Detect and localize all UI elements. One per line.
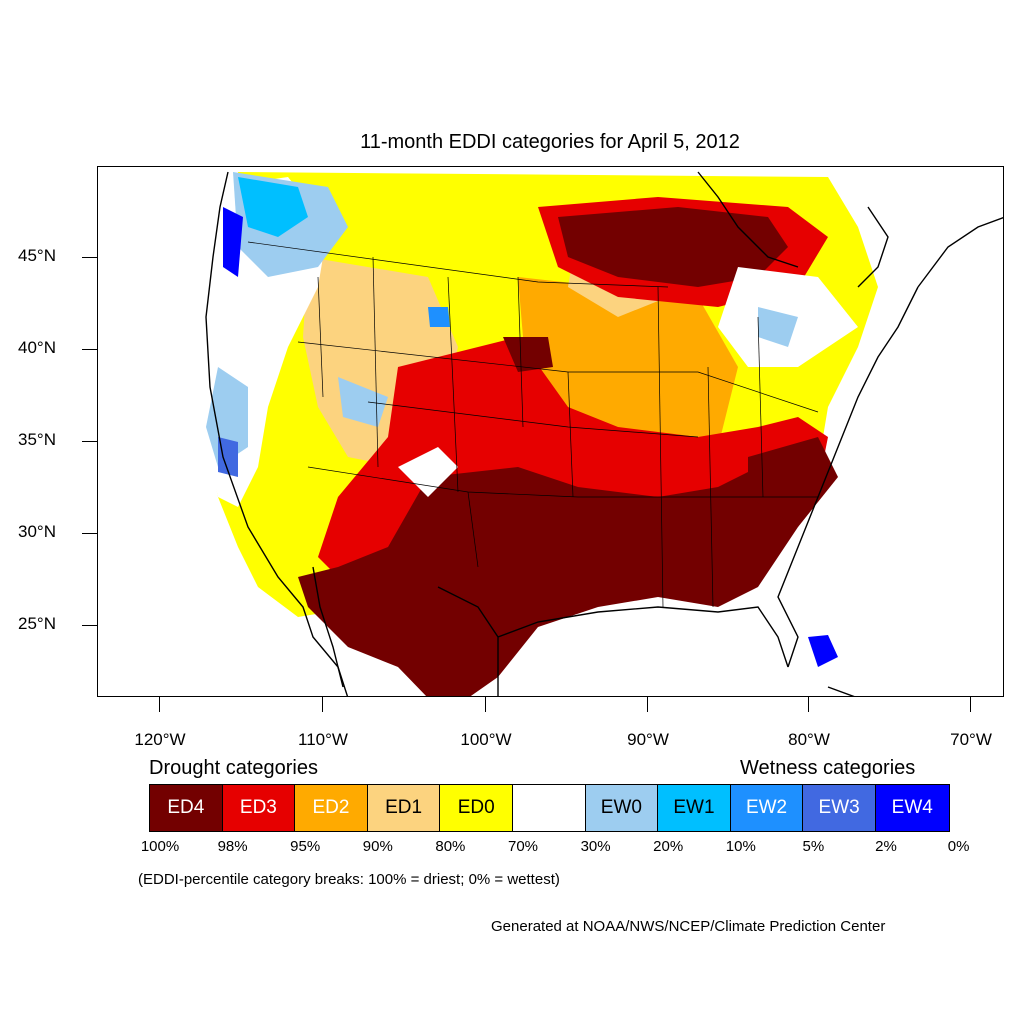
lon-label: 70°W [950, 730, 992, 749]
lon-tick [159, 697, 160, 712]
legend-box-ew4: EW4 [875, 785, 949, 831]
coastlines [205, 171, 1003, 696]
lat-tick [82, 441, 97, 442]
break-label: 0% [947, 838, 970, 855]
break-label: 70% [507, 838, 539, 855]
eddi-map [97, 166, 1004, 697]
break-label: 100% [140, 838, 180, 855]
legend-box-ew3: EW3 [803, 785, 876, 831]
legend-box-neutral [512, 785, 586, 831]
legend-box-ew1: EW1 [658, 785, 731, 831]
lon-label: 120°W [134, 730, 186, 749]
break-label: 90% [362, 838, 393, 855]
category-legend: ED4 ED3 ED2 ED1 ED0 EW0 EW1 EW2 EW3 EW4 [149, 784, 950, 832]
legend-box-ew2: EW2 [730, 785, 804, 831]
wetness-heading: Wetness categories [740, 757, 916, 779]
lon-label: 110°W [298, 730, 348, 749]
drought-fields [202, 172, 878, 696]
lon-tick [322, 697, 323, 712]
lon-tick [808, 697, 809, 712]
lat-tick [82, 349, 97, 350]
legend-box-ed1: ED1 [367, 785, 441, 831]
lon-tick [485, 697, 486, 712]
lon-label: 80°W [788, 730, 830, 749]
lon-tick [970, 697, 971, 712]
lon-label: 100°W [460, 730, 512, 749]
lon-tick [647, 697, 648, 712]
lat-tick [82, 533, 97, 534]
breaks-note: (EDDI-percentile category breaks: 100% =… [138, 871, 560, 888]
lat-label: 25°N [18, 614, 56, 633]
legend-box-ed3: ED3 [222, 785, 296, 831]
break-label: 95% [290, 838, 321, 855]
break-label: 5% [802, 838, 825, 855]
break-label: 10% [725, 838, 756, 855]
break-label: 80% [435, 838, 466, 855]
lat-label: 30°N [18, 522, 56, 541]
break-label: 2% [875, 838, 897, 855]
lon-label: 90°W [627, 730, 669, 749]
break-label: 98% [217, 838, 248, 855]
lat-label: 35°N [18, 430, 56, 449]
legend-box-ed4: ED4 [150, 785, 223, 831]
credit-text: Generated at NOAA/NWS/NCEP/Climate Predi… [491, 918, 886, 935]
legend-box-ed0: ED0 [440, 785, 513, 831]
break-label: 20% [653, 838, 684, 855]
lat-label: 40°N [18, 338, 56, 357]
lat-tick [82, 257, 97, 258]
lat-label: 45°N [18, 246, 56, 265]
lat-tick [82, 625, 97, 626]
break-label: 30% [580, 838, 611, 855]
state-borders [247, 241, 819, 608]
drought-heading: Drought categories [149, 757, 318, 779]
eddi-map-canvas [202, 171, 1003, 696]
legend-box-ed2: ED2 [295, 785, 368, 831]
legend-box-ew0: EW0 [585, 785, 659, 831]
map-title: 11-month EDDI categories for April 5, 20… [360, 131, 740, 153]
